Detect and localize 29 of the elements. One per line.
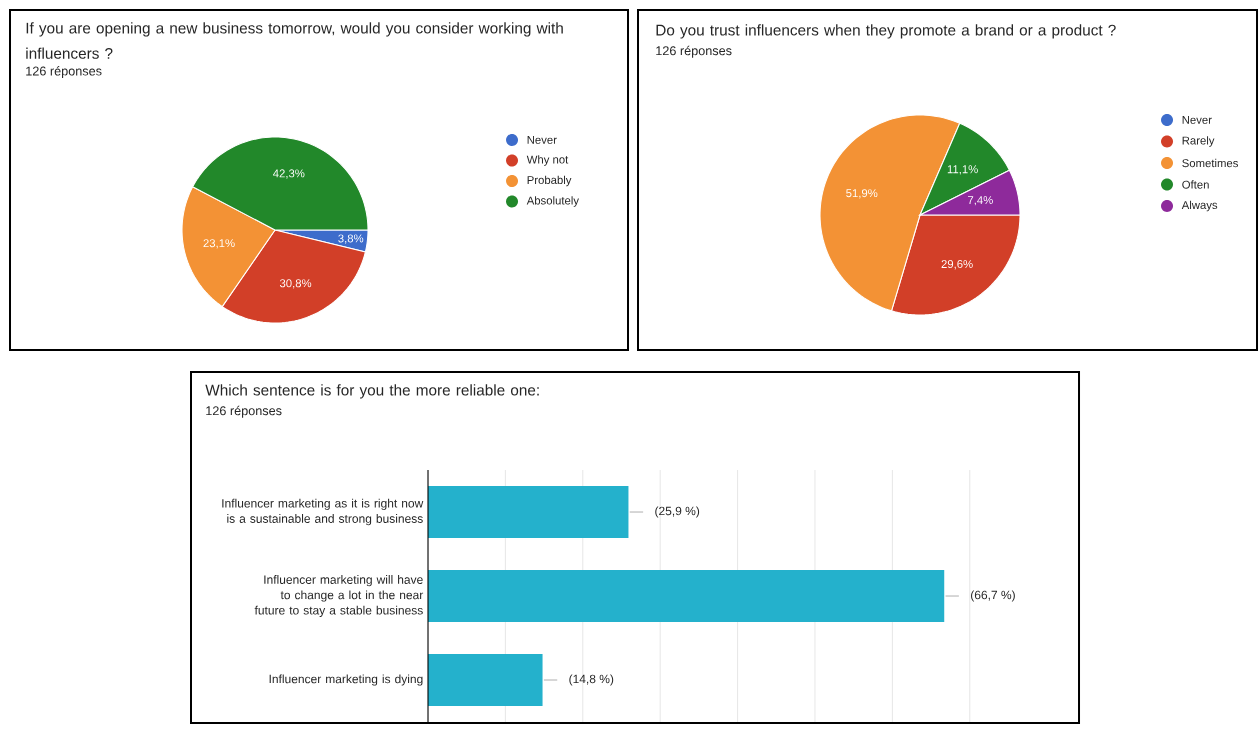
text: 126 réponses (656, 45, 732, 58)
legend-label: Always (1181, 200, 1218, 212)
legend-label: Why not (526, 155, 569, 166)
legend-label: Probably (527, 175, 572, 187)
legend-label: Often (1182, 180, 1209, 189)
data-label: 11,1% (947, 165, 978, 175)
legend-label: Sometimes (1182, 158, 1238, 168)
text: 126 réponses (26, 65, 102, 78)
chart-title: Do you trust influencers when they promote a brand or a product ? (656, 24, 1116, 39)
data-label: 7,4% (968, 195, 993, 206)
data-label: (66,7 %) (971, 590, 1015, 602)
y-tick-label: Influencer marketing as it is right now is a sustainable and strong business (222, 498, 424, 526)
legend-label: Rarely (1182, 136, 1215, 147)
data-label: 3,8% (338, 234, 364, 244)
data-label: 23,1% (203, 239, 235, 249)
text: 126 réponses (206, 405, 282, 418)
legend-label: Never (1182, 115, 1212, 124)
data-label: (25,9 %) (655, 506, 700, 518)
data-label: 30,8% (279, 279, 312, 289)
data-label: 29,6% (941, 259, 973, 270)
legend-label: Never (527, 135, 557, 144)
legend-label: Absolutely (526, 196, 579, 207)
data-label: (14,8 %) (569, 674, 614, 686)
data-label: 51,9% (846, 189, 878, 199)
chart-title: If you are opening a new business tomorrow, would you consider working with influencers ? (26, 22, 563, 59)
y-tick-label: Influencer marketing will have to change a lot in the near future to stay a stable business (254, 575, 424, 617)
data-label: 42,3% (273, 169, 305, 179)
chart-title: Which sentence is for you the more reliable one: (205, 384, 539, 399)
y-tick-label: Influencer marketing is dying (269, 674, 423, 686)
